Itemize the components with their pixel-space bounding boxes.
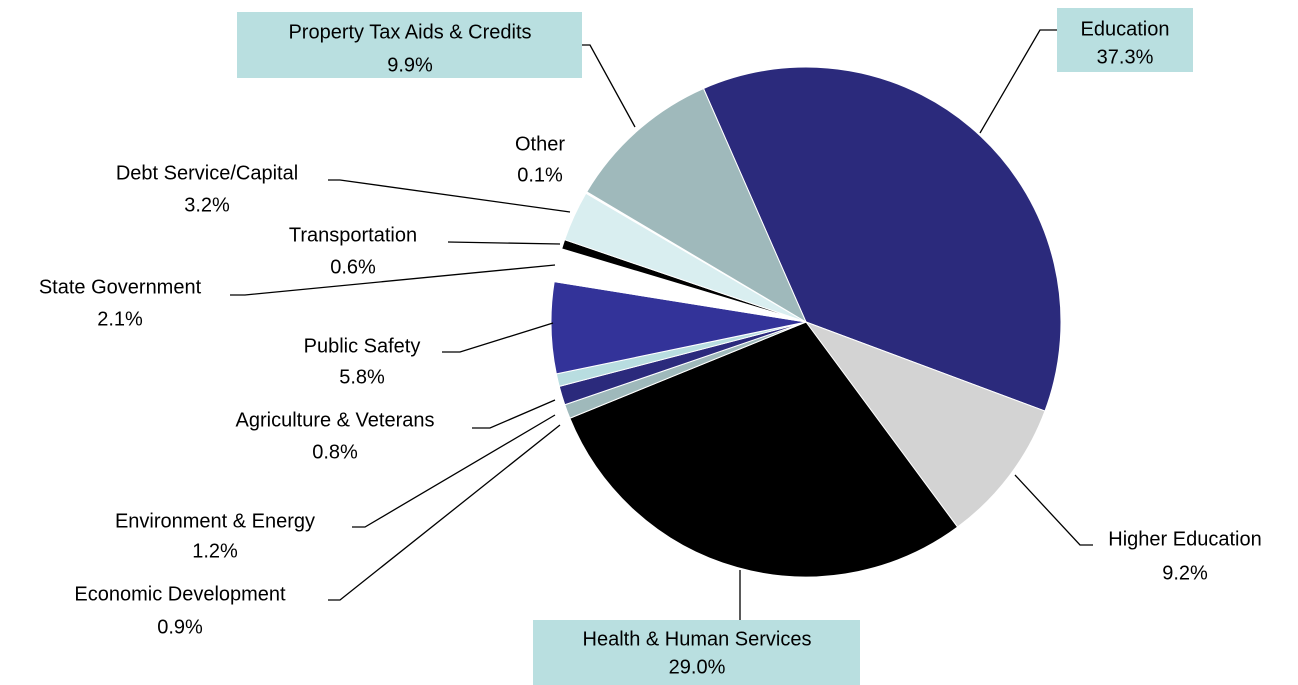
leader-line [352, 414, 556, 528]
label-box [237, 12, 582, 78]
slice-value-label: 9.2% [1162, 562, 1208, 584]
slice-value-label: 0.1% [517, 164, 563, 186]
slice-label: Environment & Energy [115, 510, 315, 532]
pie-slice [702, 66, 1062, 412]
slice-label: Education [1081, 18, 1170, 40]
slice-label: Transportation [289, 224, 417, 246]
leader-line [979, 29, 1057, 134]
leader-line [230, 264, 556, 296]
slice-value-label: 2.1% [97, 308, 143, 330]
leader-line [442, 322, 554, 353]
slice-value-label: 29.0% [669, 656, 726, 678]
slice-value-label: 9.9% [387, 54, 433, 76]
pie-slice [804, 320, 1046, 528]
slice-label: Higher Education [1108, 528, 1261, 550]
leader-line [1014, 474, 1093, 546]
slice-label: Property Tax Aids & Credits [288, 21, 531, 43]
leader-line [328, 179, 571, 213]
leader-line [472, 399, 556, 429]
slice-value-label: 3.2% [184, 194, 230, 216]
slice-value-label: 37.3% [1097, 46, 1154, 68]
slice-value-label: 0.9% [157, 616, 203, 638]
slice-label: Economic Development [74, 583, 286, 605]
label-box [1057, 8, 1193, 72]
pie-slice [586, 87, 808, 324]
slice-value-label: 0.6% [330, 256, 376, 278]
slice-label: Health & Human Services [583, 628, 812, 650]
leader-line [582, 44, 636, 128]
slice-value-label: 1.2% [192, 540, 238, 562]
slice-value-label: 0.8% [312, 441, 358, 463]
pie-slice [569, 321, 959, 578]
leader-line [328, 424, 561, 601]
slice-label: Agriculture & Veterans [236, 409, 435, 431]
slice-label: Public Safety [304, 335, 421, 357]
slice-value-label: 5.8% [339, 366, 385, 388]
slice-label: State Government [39, 276, 202, 298]
slice-label: Other [515, 133, 565, 155]
slice-label: Debt Service/Capital [116, 162, 298, 184]
label-box [533, 620, 860, 685]
leader-line [447, 241, 561, 245]
